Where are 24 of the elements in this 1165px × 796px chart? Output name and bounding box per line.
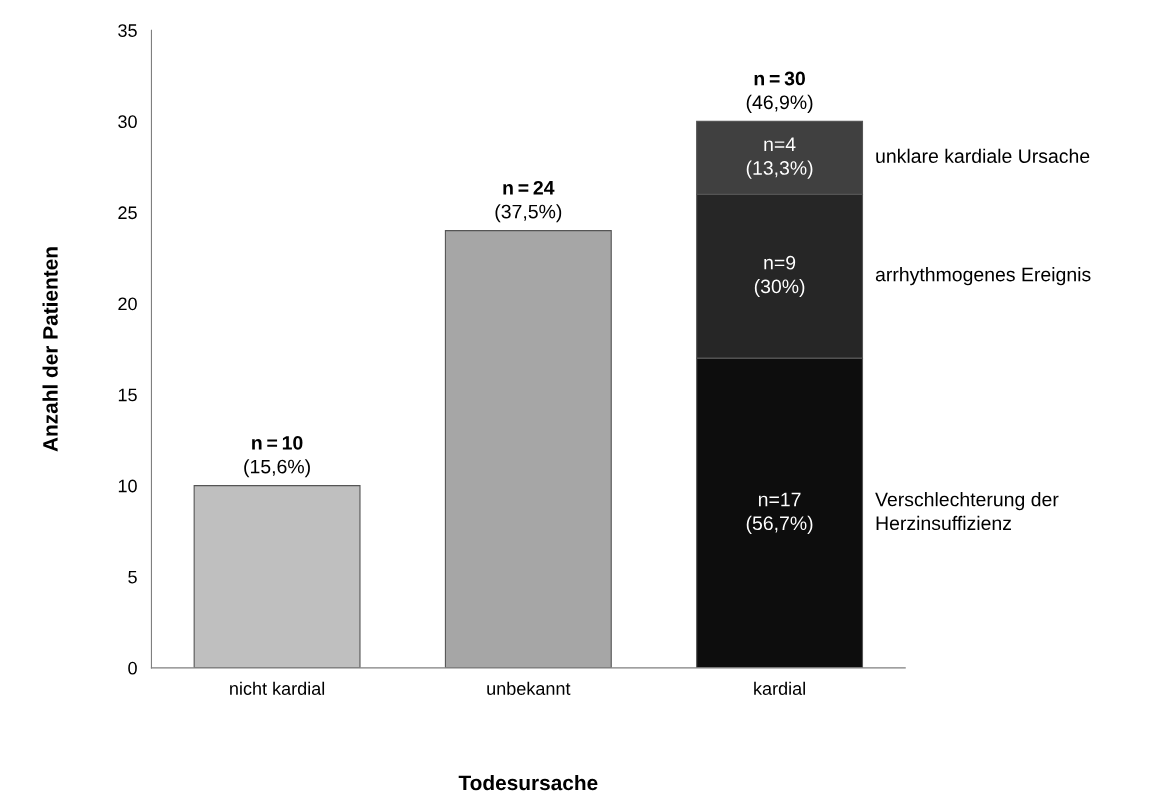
x-tick-label: kardial [754,681,805,695]
bar [444,230,612,668]
y-tick-label: 25 [118,206,137,220]
series-label: Verschlechterung der Herzinsuffizienz [875,492,1059,531]
y-tick-label: 10 [118,479,137,493]
y-axis-title: Anzahl der Patienten [42,247,58,452]
x-axis-title: Todesursache [458,774,598,791]
y-tick-label: 35 [118,24,137,37]
y-tick-label: 30 [118,115,137,129]
y-tick-label: 0 [128,661,137,675]
data-label: n=17 (56,7%) [746,492,813,534]
total-label: n=10 (15,6%) [244,435,310,478]
bar [193,485,361,668]
y-tick-label: 15 [118,388,137,402]
total-label: n=24 (37,5%) [495,180,562,223]
series-label: arrhythmogenes Ereignis [875,267,1091,286]
data-label: n=4 (13,3%) [746,137,813,179]
series-label: unklare kardiale Ursache [876,148,1090,163]
x-tick-label: unbekannt [487,681,571,695]
total-label: n=30 (46,9%) [746,71,813,113]
x-tick-label: nicht kardial [230,681,325,695]
y-tick-label: 5 [128,570,137,584]
y-tick-label: 20 [118,297,137,311]
data-label: n=9 (30%) [754,255,805,298]
